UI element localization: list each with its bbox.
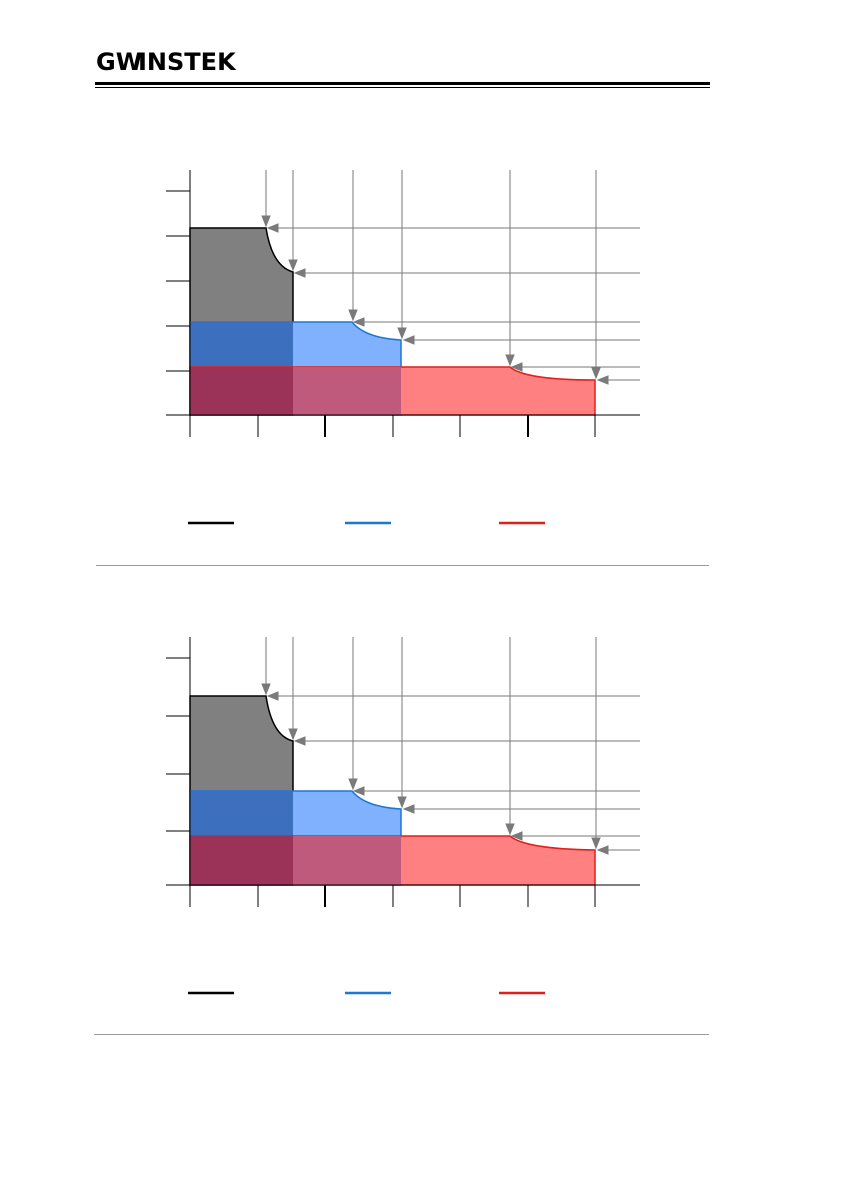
header-rule-thick: [95, 82, 710, 85]
axes-2: [166, 637, 640, 907]
brand-logo-text: GW: [96, 48, 142, 74]
gw-instek-logo: GW INSTEK: [96, 46, 246, 79]
figure-separator-2: [94, 1034, 709, 1035]
red-region-2: [189, 835, 596, 886]
guide-lines: [261, 170, 640, 385]
axes: [166, 170, 640, 437]
header-rule-thin: [95, 87, 710, 88]
figure-separator-1: [96, 565, 709, 566]
red-region: [189, 366, 596, 416]
brand-logo-text-2: INSTEK: [138, 48, 237, 74]
guide-lines-2: [261, 637, 640, 855]
